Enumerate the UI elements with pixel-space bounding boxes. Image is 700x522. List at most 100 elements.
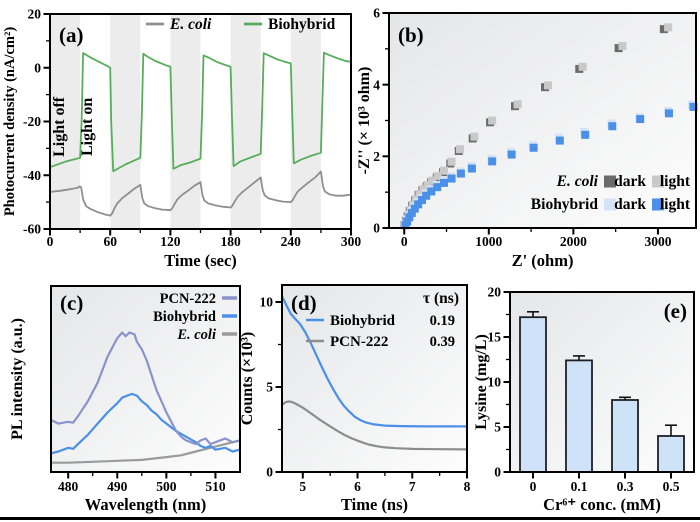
scatter-point xyxy=(447,174,456,183)
y-tick-label: 0 xyxy=(373,221,380,236)
x-tick-label: 0.1 xyxy=(571,479,588,494)
light-off-band xyxy=(230,14,261,229)
scatter-point xyxy=(405,213,414,222)
bar xyxy=(657,435,685,473)
tau-value: 0.39 xyxy=(430,334,455,350)
legend-swatch xyxy=(652,198,664,211)
scatter-point xyxy=(467,164,476,173)
legend-swatch xyxy=(604,198,616,211)
legend-entry-label: light xyxy=(660,196,691,213)
panel-e-letter: (e) xyxy=(664,299,687,323)
x-tick-label: 0 xyxy=(47,234,54,249)
scatter-point xyxy=(456,169,465,178)
legend-swatch xyxy=(652,175,664,188)
y-tick-label: 0 xyxy=(34,60,41,75)
y-tick-label: 20 xyxy=(488,285,502,300)
y-tick-label: 0 xyxy=(494,465,501,480)
scatter-point xyxy=(456,145,465,154)
x-tick-label: 8 xyxy=(464,479,471,494)
scatter-point xyxy=(664,109,673,118)
panel-c-series-1 xyxy=(49,392,242,455)
legend-label: PCN-222 xyxy=(160,291,216,307)
scatter-point xyxy=(417,196,426,205)
panel-d: 5 6 7 8 0 5 10 Time (ns) Counts (×10³) (d) τ (ns) B… xyxy=(239,284,471,514)
y-tick-label: 6 xyxy=(373,6,380,21)
legend-label: Biohybrid xyxy=(268,16,336,33)
scatter-point xyxy=(507,150,516,159)
scatter-point xyxy=(543,81,552,90)
panel-c-letter: (c) xyxy=(60,291,83,315)
bar xyxy=(611,399,639,473)
y-tick-label: 15 xyxy=(488,330,502,345)
scatter-point xyxy=(689,102,698,111)
scatter-point xyxy=(555,136,564,145)
scatter-point xyxy=(470,132,479,141)
y-tick-label: -20 xyxy=(23,114,41,129)
legend-entry-label: light xyxy=(660,173,691,190)
panel-d-xlabel: Time (ns) xyxy=(341,495,408,514)
light-off-band xyxy=(170,14,201,229)
panel-a-letter: (a) xyxy=(59,23,84,47)
scatter-point xyxy=(636,115,645,124)
panel-e-ylabel: Lysine (mg/L) xyxy=(473,334,490,430)
y-tick-label: 5 xyxy=(266,380,273,395)
panel-d-ylabel: Counts (×10³) xyxy=(239,332,256,425)
x-tick-label: 0 xyxy=(401,234,408,249)
panel-b-xlabel: Z' (ohm) xyxy=(512,251,574,270)
annotation-1: Light on xyxy=(79,98,96,156)
y-tick-label: 10 xyxy=(488,375,502,390)
scatter-point xyxy=(488,157,497,166)
scatter-point xyxy=(423,181,432,189)
legend-entry-label: dark xyxy=(614,173,646,190)
bar xyxy=(519,316,547,473)
legend-label: E. coli xyxy=(176,327,216,343)
scatter-point xyxy=(488,116,497,125)
x-tick-label: 5 xyxy=(299,479,306,494)
x-tick-label: 500 xyxy=(156,479,177,494)
axis-frame xyxy=(50,285,241,473)
y-tick-label: -40 xyxy=(23,168,41,183)
legend-entry-label: dark xyxy=(614,196,646,213)
scatter-point xyxy=(433,183,442,192)
x-tick-label: 180 xyxy=(220,234,241,249)
legend-swatch xyxy=(604,175,616,188)
y-tick-label: 20 xyxy=(28,7,42,22)
scatter-point xyxy=(433,172,442,181)
scatter-point xyxy=(422,191,431,200)
panel-d-plot-area xyxy=(282,285,467,472)
panel-d-series-0 xyxy=(280,400,469,451)
scatter-point xyxy=(403,217,412,226)
scatter-point xyxy=(608,122,617,131)
tau-value: 0.19 xyxy=(430,313,455,329)
x-tick-label: 510 xyxy=(205,479,226,494)
x-tick-label: 240 xyxy=(281,234,302,249)
y-tick-label: 0 xyxy=(266,465,273,480)
scatter-point xyxy=(428,176,437,185)
axis-frame xyxy=(281,284,468,473)
legend-label: Biohybrid xyxy=(330,313,396,329)
scatter-point xyxy=(447,157,456,166)
legend-row-name: E. coli xyxy=(556,173,599,190)
x-tick-label: 480 xyxy=(58,479,79,494)
light-off-band xyxy=(110,14,141,229)
legend-label: E. coli xyxy=(169,16,212,33)
scatter-point xyxy=(618,41,627,50)
x-tick-label: 2000 xyxy=(560,234,587,249)
panel-c-series-2 xyxy=(49,331,242,446)
legend-label: Biohybrid xyxy=(153,309,216,325)
y-tick-label: 5 xyxy=(494,420,501,435)
panel-c-ylabel: PL intensity (a.u.) xyxy=(9,318,26,440)
scatter-point xyxy=(659,25,668,34)
tau-header: τ (ns) xyxy=(423,290,459,307)
panel-e-xlabel: Cr⁶⁺ conc. (mM) xyxy=(543,495,661,514)
legend-label: PCN-222 xyxy=(330,334,388,350)
scatter-point xyxy=(407,208,416,217)
x-tick-label: 300 xyxy=(341,234,362,249)
scatter-point xyxy=(578,62,587,71)
x-tick-label: 7 xyxy=(409,479,416,494)
annotation-0: Light off xyxy=(51,96,68,157)
scatter-point xyxy=(410,204,419,213)
scatter-point xyxy=(439,178,448,187)
